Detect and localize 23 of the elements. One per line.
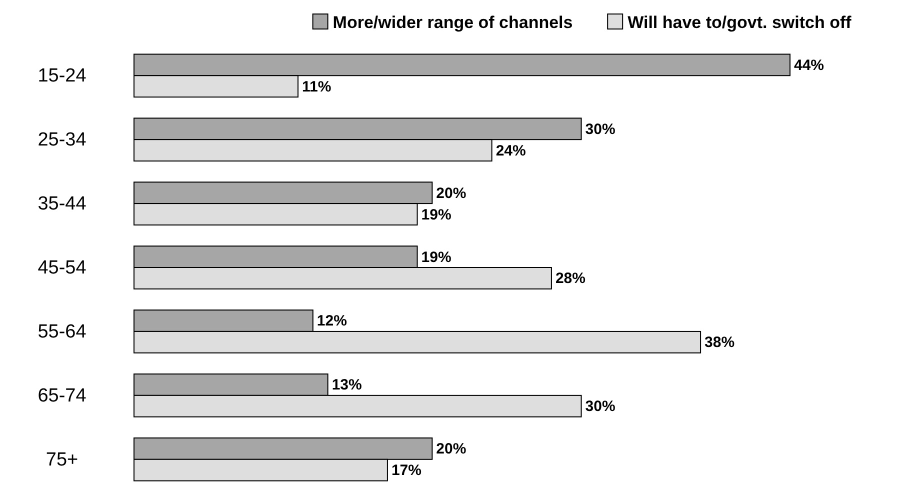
data-label: 17% xyxy=(391,462,422,480)
y-tick-label: 45-54 xyxy=(38,258,87,278)
data-label: 13% xyxy=(332,376,362,394)
y-tick-label: 35-44 xyxy=(38,194,87,215)
data-label: 19% xyxy=(421,206,452,224)
data-label: 19% xyxy=(421,248,452,266)
data-label: 12% xyxy=(316,312,347,330)
legend-label: More/wider range of channels xyxy=(332,13,573,32)
data-label: 20% xyxy=(436,440,466,458)
data-label: 11% xyxy=(302,78,332,96)
data-label: 24% xyxy=(496,142,526,160)
y-tick-label: 75+ xyxy=(46,449,78,470)
data-label: 44% xyxy=(794,56,824,74)
data-label: 20% xyxy=(436,184,466,202)
y-tick-label: 25-34 xyxy=(38,130,87,151)
y-tick-label: 15-24 xyxy=(38,66,87,87)
legend-label: Will have to/govt. switch off xyxy=(628,13,852,32)
y-tick-label: 65-74 xyxy=(38,385,87,406)
data-label: 30% xyxy=(585,120,616,138)
data-label: 28% xyxy=(555,270,586,288)
y-tick-label: 55-64 xyxy=(38,321,87,342)
data-label: 30% xyxy=(585,398,616,416)
data-label: 38% xyxy=(704,334,735,352)
